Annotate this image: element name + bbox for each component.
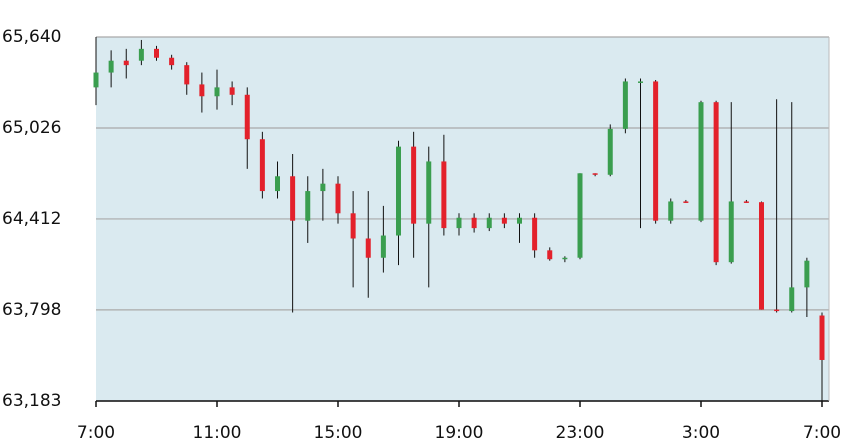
x-tick-label: 11:00 (193, 423, 242, 443)
candle-body (441, 161, 447, 229)
y-tick-label: 65,640 (2, 27, 61, 47)
candle-body (138, 48, 144, 61)
y-tick-label: 65,026 (2, 118, 61, 138)
candle-body (229, 87, 235, 95)
candle-body (653, 81, 659, 221)
candle-body (214, 87, 220, 97)
candle-body (486, 217, 492, 229)
y-tick-label: 63,798 (2, 300, 61, 320)
candle-body (275, 176, 280, 192)
candle-body (335, 183, 341, 214)
candle-body (380, 235, 386, 258)
candle-body (592, 173, 598, 175)
candle-body (244, 94, 250, 140)
candle-body (320, 183, 326, 192)
candle-body (396, 146, 401, 236)
candle-body (743, 201, 749, 203)
candle-body (93, 72, 99, 88)
candle-body (501, 217, 507, 224)
candle-body (290, 176, 296, 221)
candle-body (728, 201, 734, 263)
y-tick-label: 63,183 (2, 391, 61, 411)
y-tick-label: 64,412 (2, 209, 61, 229)
candle-body (517, 217, 522, 224)
candle-body (562, 257, 568, 260)
candle-body (804, 260, 810, 288)
candle-body (622, 81, 628, 129)
candle-body (350, 213, 356, 239)
candle-body (607, 128, 613, 175)
candle-body (638, 81, 643, 83)
candle-body (259, 139, 265, 192)
candle-body (668, 201, 674, 221)
candle-body (305, 191, 311, 221)
candle-body (184, 65, 190, 85)
candle-body (577, 173, 583, 258)
candle-body (169, 57, 175, 66)
candle-body (154, 48, 159, 58)
candle-body (456, 217, 462, 229)
candle-body (411, 146, 417, 224)
x-tick-label: 7:00 (803, 423, 841, 443)
candle-body (426, 161, 432, 224)
candle-body (789, 287, 795, 312)
candle-body (108, 60, 114, 73)
candle-body (471, 217, 477, 229)
candle-body (774, 309, 780, 312)
x-tick-label: 23:00 (556, 423, 605, 443)
candle-body (547, 250, 553, 260)
candle-body (698, 102, 704, 221)
x-tick-label: 3:00 (682, 423, 720, 443)
x-tick-label: 19:00 (435, 423, 484, 443)
candle-body (532, 217, 538, 251)
candle-body (365, 238, 371, 258)
candle-body (199, 84, 205, 97)
candle-body (819, 315, 825, 360)
candle-body (713, 102, 719, 263)
x-tick-label: 7:00 (77, 423, 115, 443)
candle-body (123, 60, 129, 66)
candle-body (759, 202, 764, 310)
x-tick-label: 15:00 (314, 423, 363, 443)
candle-body (683, 201, 689, 203)
